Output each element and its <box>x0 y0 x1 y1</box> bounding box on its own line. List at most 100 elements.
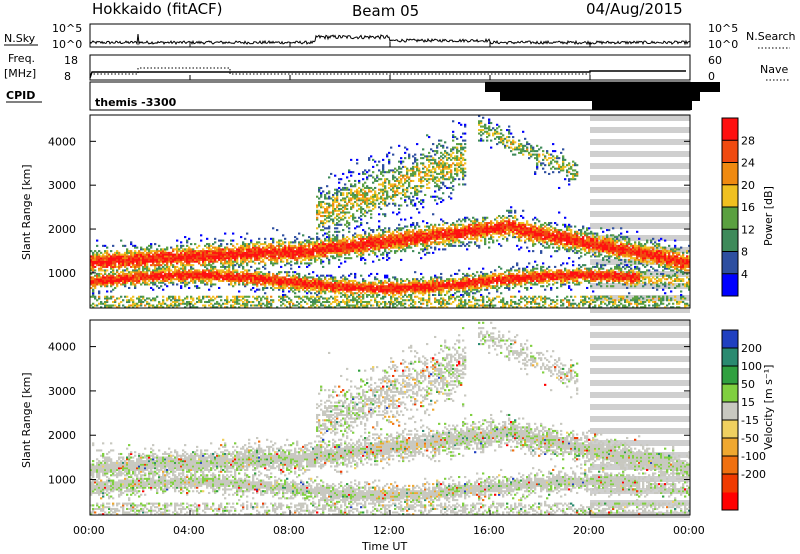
power-cell <box>204 279 207 282</box>
power-cell <box>450 169 453 172</box>
power-cell <box>250 278 253 281</box>
power-cell <box>364 209 367 212</box>
power-cell <box>218 239 221 242</box>
power-cell <box>102 274 105 277</box>
power-cell <box>224 246 227 249</box>
power-cell <box>166 260 169 263</box>
power-cell <box>164 276 167 279</box>
power-cell <box>294 244 297 247</box>
power-cell <box>282 278 285 281</box>
power-cell <box>336 250 339 253</box>
power-cell <box>148 250 151 253</box>
power-cell <box>96 276 99 279</box>
power-cell <box>194 250 197 253</box>
power-cell <box>234 295 237 298</box>
power-cell <box>336 197 339 200</box>
power-cell <box>304 290 307 293</box>
power-cell <box>116 255 119 258</box>
power-cell <box>256 288 259 291</box>
power-cell <box>356 281 359 284</box>
power-cell <box>114 258 117 261</box>
power-cell <box>150 255 153 258</box>
power-cell <box>218 244 221 247</box>
power-cell <box>276 276 279 279</box>
power-cell <box>278 279 281 282</box>
power-cell <box>376 176 379 179</box>
power-cell <box>176 258 179 261</box>
power-cell <box>304 243 307 246</box>
power-cell <box>218 274 221 277</box>
power-cell <box>346 241 349 244</box>
power-cell <box>298 257 301 260</box>
power-cell <box>372 288 375 291</box>
power-cell <box>368 206 371 209</box>
power-cell <box>340 300 343 304</box>
power-cell <box>346 239 349 242</box>
power-cell <box>280 271 283 274</box>
power-cell <box>310 248 313 251</box>
power-cell <box>210 250 213 253</box>
power-cell <box>320 241 323 244</box>
power-cell <box>378 286 381 289</box>
power-cell <box>374 251 377 254</box>
power-cell <box>186 239 189 242</box>
power-cell <box>110 285 113 288</box>
power-cell <box>332 246 335 249</box>
power-cell <box>280 278 283 281</box>
power-cell <box>324 195 327 198</box>
power-cell <box>448 157 451 160</box>
power-cell <box>410 202 413 205</box>
power-cell <box>348 286 351 289</box>
power-cell <box>328 297 331 300</box>
power-cell <box>364 186 367 189</box>
power-cell <box>430 174 433 177</box>
power-cell <box>358 241 361 244</box>
power-cell <box>434 185 437 188</box>
power-cell <box>320 202 323 205</box>
power-cell <box>406 179 409 182</box>
power-cell <box>168 255 171 258</box>
power-cell <box>174 257 177 260</box>
power-cell <box>450 274 453 277</box>
power-cell <box>406 283 409 286</box>
power-cell <box>212 260 215 263</box>
power-cell <box>452 136 455 139</box>
power-cell <box>424 288 427 291</box>
power-cell <box>262 283 265 286</box>
power-cell <box>234 269 237 272</box>
power-cell <box>404 234 407 237</box>
power-cell <box>390 246 393 249</box>
power-cell <box>156 262 159 265</box>
power-cell <box>108 257 111 260</box>
power-cell <box>334 188 337 191</box>
power-cell <box>394 236 397 239</box>
power-cell <box>140 278 143 281</box>
power-cell <box>282 246 285 249</box>
power-cell <box>362 241 365 244</box>
power-cell <box>382 197 385 200</box>
power-cell <box>364 199 367 202</box>
power-cell <box>378 188 381 191</box>
power-cell <box>178 302 181 305</box>
power-cell <box>284 271 287 274</box>
power-cell <box>326 211 329 214</box>
power-cell <box>270 243 273 246</box>
power-cell <box>378 206 381 209</box>
power-cell <box>406 176 409 179</box>
power-cell <box>282 297 285 300</box>
power-cell <box>152 274 155 277</box>
power-cell <box>272 251 275 254</box>
power-cell <box>326 202 329 205</box>
power-cell <box>346 248 349 251</box>
power-cell <box>392 237 395 240</box>
power-cell <box>96 258 99 261</box>
power-cell <box>344 288 347 291</box>
power-cell <box>146 271 149 274</box>
power-cell <box>220 304 223 307</box>
power-cell <box>420 286 423 289</box>
power-cell <box>384 239 387 242</box>
power-cell <box>348 171 351 174</box>
power-cell <box>134 271 137 274</box>
power-cell <box>388 288 391 291</box>
power-cell <box>392 283 395 286</box>
